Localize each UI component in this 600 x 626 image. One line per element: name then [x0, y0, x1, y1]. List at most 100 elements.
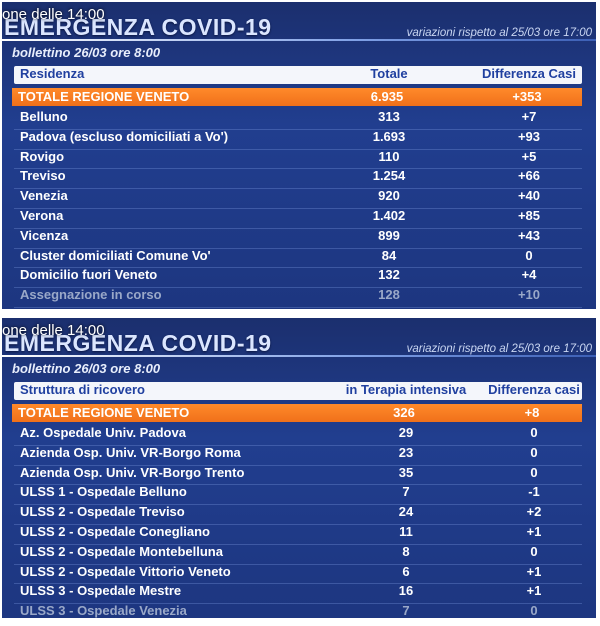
row-value: 1.402	[372, 208, 406, 223]
row-label: Vicenza	[20, 227, 69, 243]
row-diff: -1	[528, 484, 540, 500]
table-row: Azienda Osp. Univ. VR-Borgo Roma 23 0	[14, 445, 582, 466]
row-value: 899	[378, 227, 400, 243]
row-diff: +2	[526, 504, 542, 520]
row-value: 7	[402, 603, 410, 618]
table-row: Cluster domiciliati Comune Vo' 84 0	[14, 248, 582, 269]
table-row: Venezia 920 +40	[14, 188, 582, 209]
row-diff: +1	[526, 524, 542, 539]
total-value: 326	[393, 405, 415, 420]
table-row: Domicilio fuori Veneto 132 +4	[14, 267, 582, 289]
row-value: 35	[398, 464, 414, 480]
row-label: ULSS 2 - Ospedale Conegliano	[20, 524, 210, 539]
table-header: Residenza Totale Differenza Casi	[14, 66, 582, 84]
header-struttura: Struttura di ricovero	[20, 382, 145, 397]
row-label: ULSS 2 - Ospedale Vittorio Veneto	[20, 563, 231, 579]
total-value: 6.935	[370, 89, 404, 104]
table-row: Az. Ospedale Univ. Padova 29 0	[14, 425, 582, 446]
table-row: ULSS 2 - Ospedale Vittorio Veneto 6 +1	[14, 564, 582, 585]
variation-note: variazioni rispetto al 25/03 ore 17:00	[406, 343, 592, 355]
row-diff: +5	[521, 148, 537, 164]
row-value: 29	[398, 425, 414, 440]
total-row: TOTALE REGIONE VENETO 326 +8	[12, 404, 582, 422]
row-diff: +1	[526, 583, 542, 599]
row-value: 16	[398, 583, 414, 599]
panel-title: EMERGENZA COVID-19	[4, 330, 272, 356]
table-row: Rovigo 110 +5	[14, 149, 582, 170]
row-value: 11	[399, 524, 413, 539]
row-diff: +1	[526, 563, 542, 579]
row-label: Az. Ospedale Univ. Padova	[20, 425, 186, 440]
header-differenza: Differenza Casi	[482, 66, 576, 81]
row-label: ULSS 3 - Ospedale Mestre	[20, 583, 182, 599]
table-row: Treviso 1.254 +66	[14, 168, 582, 190]
row-value: 8	[402, 543, 410, 559]
row-label: ULSS 3 - Ospedale Venezia	[20, 603, 187, 618]
row-label: Rovigo	[20, 148, 65, 164]
table-header: Struttura di ricovero in Terapia intensi…	[14, 382, 582, 400]
table-row: Padova (escluso domiciliati a Vo') 1.693 +…	[14, 129, 582, 150]
table-row: ULSS 3 - Ospedale Venezia 7 0	[14, 603, 582, 618]
row-label: Padova (escluso domiciliati a Vo')	[20, 128, 229, 144]
row-diff: +10	[517, 287, 541, 303]
row-label: ULSS 2 - Ospedale Treviso	[20, 504, 185, 520]
row-value: 128	[378, 287, 400, 303]
row-diff: +85	[517, 208, 541, 223]
table-row: ULSS 1 - Ospedale Belluno 7 -1	[14, 484, 582, 506]
row-diff: 0	[530, 603, 538, 618]
row-label: Venezia	[20, 188, 68, 204]
table-row: ULSS 3 - Ospedale Mestre 16 +1	[14, 583, 582, 605]
row-value: 24	[398, 504, 414, 520]
title-divider	[2, 39, 596, 41]
total-label: TOTALE REGIONE VENETO	[18, 89, 190, 104]
total-label: TOTALE REGIONE VENETO	[18, 405, 190, 420]
row-label: Assegnazione in corso	[20, 287, 162, 303]
row-value: 110	[378, 148, 400, 164]
row-label: ULSS 2 - Ospedale Montebelluna	[20, 543, 223, 559]
variation-note: variazioni rispetto al 25/03 ore 17:00	[406, 27, 592, 39]
row-value: 6	[402, 563, 410, 579]
row-label: Treviso	[20, 168, 66, 184]
total-row: TOTALE REGIONE VENETO 6.935 +353	[12, 88, 582, 106]
title-divider	[2, 355, 596, 357]
row-label: Domicilio fuori Veneto	[20, 267, 158, 283]
row-diff: +7	[521, 109, 537, 124]
row-value: 920	[378, 188, 400, 204]
row-label: Azienda Osp. Univ. VR-Borgo Roma	[20, 444, 241, 460]
table-row: ULSS 2 - Ospedale Montebelluna 8 0	[14, 544, 582, 565]
bulletin-date: bollettino 26/03 ore 8:00	[12, 361, 161, 376]
table-row: Assegnazione in corso 128 +10	[14, 287, 582, 308]
hospital-table-panel: one delle 14:00 EMERGENZA COVID-19 varia…	[2, 318, 596, 618]
row-value: 23	[398, 444, 414, 460]
row-diff: +66	[517, 168, 541, 184]
row-diff: +43	[517, 227, 541, 243]
table-row: Vicenza 899 +43	[14, 228, 582, 249]
row-diff: +40	[517, 188, 541, 204]
row-label: Azienda Osp. Univ. VR-Borgo Trento	[20, 464, 245, 480]
header-totale: Totale	[370, 66, 408, 81]
ticker-time: one delle 14:00	[2, 322, 105, 339]
row-value: 132	[378, 267, 400, 283]
row-label: Belluno	[20, 109, 68, 124]
row-label: ULSS 1 - Ospedale Belluno	[20, 484, 187, 500]
row-diff: +93	[517, 128, 541, 144]
table-row: Verona 1.402 +85	[14, 208, 582, 229]
row-label: Verona	[20, 208, 64, 223]
row-diff: 0	[530, 543, 538, 559]
row-diff: 0	[530, 425, 538, 440]
header-terapia-intensiva: in Terapia intensiva	[345, 382, 467, 397]
row-diff: +4	[521, 267, 537, 283]
row-value: 313	[378, 109, 400, 124]
row-value: 1.254	[372, 168, 406, 184]
total-diff: +353	[512, 89, 542, 104]
panel-title: EMERGENZA COVID-19	[4, 14, 272, 40]
ticker-time: one delle 14:00	[2, 6, 105, 23]
table-row: Azienda Osp. Univ. VR-Borgo Trento 35 0	[14, 465, 582, 486]
residence-table-panel: one delle 14:00 EMERGENZA COVID-19 varia…	[2, 2, 596, 309]
table-row: ULSS 2 - Ospedale Conegliano 11 +1	[14, 524, 582, 545]
total-diff: +8	[524, 405, 540, 420]
row-diff: 0	[530, 464, 538, 480]
bulletin-date: bollettino 26/03 ore 8:00	[12, 45, 161, 60]
row-label: Cluster domiciliati Comune Vo'	[20, 247, 211, 263]
row-diff: 0	[525, 247, 533, 263]
